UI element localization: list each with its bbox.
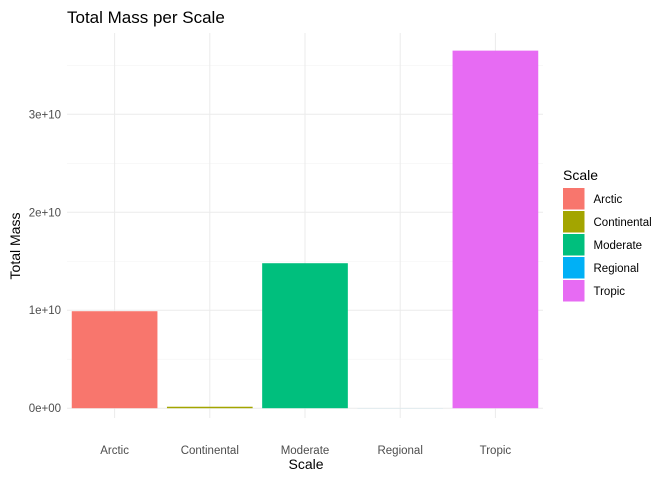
legend-swatch <box>563 257 585 279</box>
y-tick-label: 3e+10 <box>29 109 61 121</box>
legend-swatch <box>563 188 585 210</box>
plot-panel: 0e+00 1e+10 2e+10 3e+10 Arctic Continental Mo… <box>29 33 543 457</box>
y-axis-title: Total Mass <box>7 213 23 280</box>
x-axis-ticks: Arctic Continental Moderate Regional Tropic <box>100 445 511 457</box>
legend-items: Arctic Continental Moderate Regional Tropic <box>563 188 652 302</box>
legend-item-continental: Continental <box>563 211 652 233</box>
x-tick-label: Arctic <box>100 445 129 457</box>
legend-swatch <box>563 211 585 233</box>
bar-moderate <box>262 263 348 409</box>
chart-title: Total Mass per Scale <box>67 8 225 27</box>
legend-item-arctic: Arctic <box>563 188 623 210</box>
bar-tropic <box>452 50 539 409</box>
legend-swatch <box>563 234 585 256</box>
legend-swatch <box>563 280 585 302</box>
legend-label: Regional <box>594 263 639 275</box>
legend-label: Continental <box>594 217 652 229</box>
x-tick-label: Tropic <box>480 445 512 457</box>
x-axis-title: Scale <box>288 456 323 472</box>
x-tick-label: Continental <box>181 445 239 457</box>
bar-arctic <box>71 311 158 409</box>
y-tick-label: 0e+00 <box>29 403 61 415</box>
legend-item-moderate: Moderate <box>563 234 642 256</box>
legend-label: Moderate <box>594 240 643 252</box>
legend-label: Arctic <box>594 194 623 206</box>
legend: Scale Arctic Continental Moderate Regional T… <box>563 167 652 302</box>
legend-label: Tropic <box>594 286 626 298</box>
legend-item-tropic: Tropic <box>563 280 625 302</box>
x-tick-label: Regional <box>377 445 422 457</box>
y-tick-label: 2e+10 <box>29 207 61 219</box>
legend-item-regional: Regional <box>563 257 639 279</box>
bars <box>71 50 539 409</box>
y-axis-ticks: 0e+00 1e+10 2e+10 3e+10 <box>29 109 61 415</box>
x-tick-label: Moderate <box>281 445 330 457</box>
y-tick-label: 1e+10 <box>29 305 61 317</box>
bar-continental <box>166 406 253 409</box>
legend-title: Scale <box>563 167 598 183</box>
